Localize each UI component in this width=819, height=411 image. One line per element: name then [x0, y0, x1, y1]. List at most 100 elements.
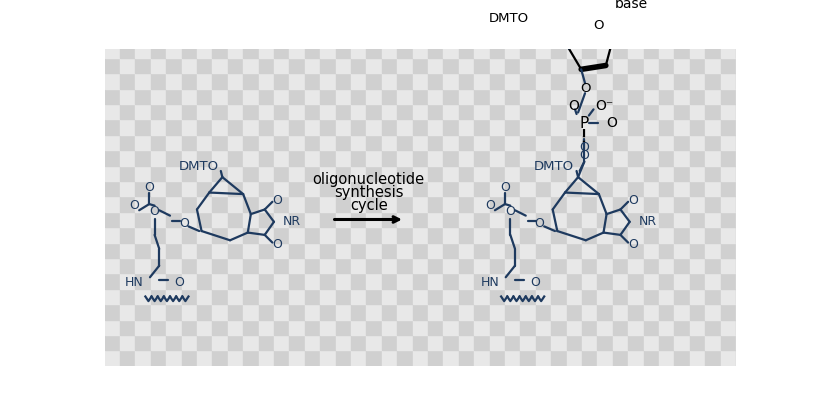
Bar [458, 166, 473, 181]
Bar [228, 89, 243, 104]
Bar [489, 150, 505, 166]
Bar [689, 335, 704, 351]
Bar [704, 258, 720, 273]
Bar [473, 166, 489, 181]
Bar [181, 27, 197, 42]
Bar [258, 135, 274, 150]
Bar [305, 166, 319, 181]
Bar [704, 89, 720, 104]
Bar [581, 58, 596, 73]
Bar [627, 42, 643, 58]
Bar [520, 304, 535, 320]
Bar [489, 42, 505, 58]
Bar [197, 58, 212, 73]
Bar [305, 104, 319, 119]
Bar [120, 181, 135, 196]
Bar [335, 335, 351, 351]
Bar [658, 227, 673, 242]
Bar [212, 289, 228, 304]
Bar [396, 104, 412, 119]
Bar [151, 89, 166, 104]
Bar [335, 150, 351, 166]
Bar [505, 135, 520, 150]
Bar [228, 320, 243, 335]
Bar [428, 119, 443, 135]
Bar [689, 150, 704, 166]
Bar [181, 273, 197, 289]
Bar [643, 242, 658, 258]
Bar [704, 242, 720, 258]
Bar [704, 166, 720, 181]
Bar [135, 304, 151, 320]
Bar [151, 150, 166, 166]
Bar [166, 27, 181, 42]
Bar [596, 27, 612, 42]
Bar [151, 27, 166, 42]
Bar [258, 258, 274, 273]
Bar [120, 73, 135, 89]
Bar [135, 351, 151, 366]
Bar [473, 181, 489, 196]
Bar [120, 58, 135, 73]
Bar [181, 150, 197, 166]
Bar [458, 181, 473, 196]
Bar [520, 89, 535, 104]
Bar [750, 351, 766, 366]
Bar [520, 335, 535, 351]
Bar [319, 135, 335, 150]
Bar [366, 227, 382, 242]
Bar [689, 304, 704, 320]
Bar [396, 196, 412, 212]
Text: O: O [272, 194, 282, 207]
Bar [673, 335, 689, 351]
Bar [658, 242, 673, 258]
Bar [704, 320, 720, 335]
Bar [305, 119, 319, 135]
Bar [643, 119, 658, 135]
Bar [382, 351, 396, 366]
Bar [535, 150, 550, 166]
Bar [289, 27, 305, 42]
Bar [212, 304, 228, 320]
Bar [566, 289, 581, 304]
Bar [643, 258, 658, 273]
Bar [520, 181, 535, 196]
Bar [166, 320, 181, 335]
Bar [643, 104, 658, 119]
Bar [535, 135, 550, 150]
Bar [550, 58, 566, 73]
Bar [289, 212, 305, 227]
Text: O: O [129, 199, 139, 212]
Bar [520, 73, 535, 89]
Bar [489, 304, 505, 320]
Bar [458, 89, 473, 104]
Bar [412, 73, 428, 89]
Bar [382, 150, 396, 166]
Bar [382, 289, 396, 304]
Bar [289, 42, 305, 58]
Bar [351, 351, 366, 366]
Bar [197, 304, 212, 320]
Bar [428, 181, 443, 196]
Bar [550, 150, 566, 166]
Bar [181, 196, 197, 212]
Bar [720, 196, 735, 212]
Bar [658, 273, 673, 289]
Bar [319, 181, 335, 196]
Bar [720, 135, 735, 150]
Bar [489, 27, 505, 42]
Bar [412, 335, 428, 351]
Bar [612, 58, 627, 73]
Bar [104, 320, 120, 335]
Bar [489, 335, 505, 351]
Bar [596, 58, 612, 73]
Bar [104, 166, 120, 181]
Bar [581, 166, 596, 181]
Bar [366, 320, 382, 335]
Bar [443, 104, 458, 119]
Bar [319, 289, 335, 304]
Bar [489, 212, 505, 227]
Bar [305, 58, 319, 73]
Bar [228, 258, 243, 273]
Bar [566, 135, 581, 150]
